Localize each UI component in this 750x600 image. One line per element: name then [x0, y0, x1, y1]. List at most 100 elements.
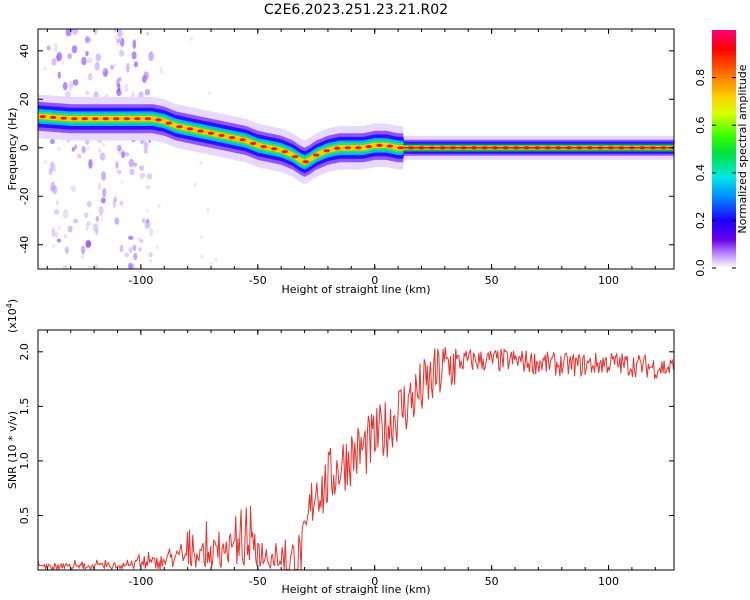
- spectrogram-noise-blob: [148, 51, 154, 62]
- colorbar-label: Normalized spectral amplitude: [736, 64, 749, 233]
- spectrogram-noise-blob: [116, 169, 122, 175]
- spectrogram-noise-blob: [149, 258, 153, 263]
- spectrogram-noise-blob: [100, 197, 106, 204]
- spectrogram-noise-blob: [98, 148, 102, 153]
- spectrogram-peak: [39, 115, 46, 119]
- spectrogram-peak: [239, 138, 246, 142]
- spectrogram-noise-blob: [121, 151, 126, 159]
- spectrogram-peak: [344, 146, 352, 150]
- spectrogram-peak: [49, 115, 57, 119]
- spectrogram-noise-blob: [86, 57, 93, 64]
- spectrogram-peak: [228, 136, 236, 140]
- spectrogram-x-label: Height of straight line (km): [281, 283, 430, 296]
- spectrogram-noise-blob: [67, 53, 72, 60]
- snr-x-tick-label: 100: [598, 575, 619, 588]
- spectrogram-noise-blob: [102, 187, 107, 198]
- spectrogram-peak: [60, 116, 67, 120]
- spectrogram-noise-blob: [200, 235, 204, 240]
- spectrogram-noise-blob: [102, 142, 106, 147]
- spectrogram-noise-blob: [85, 240, 92, 248]
- spectrogram-y-tick-label: -40: [18, 236, 31, 254]
- spectrogram-noise-blob: [139, 165, 145, 171]
- spectrogram-noise-blob: [53, 209, 60, 215]
- spectrogram-x-tick-label: -50: [249, 274, 267, 287]
- spectrogram-noise-blob: [87, 265, 92, 269]
- spectrogram-noise-blob: [148, 252, 153, 258]
- spectrogram-noise-blob: [95, 228, 99, 236]
- spectrogram-noise-blob: [117, 29, 123, 38]
- spectrogram-noise-blob: [76, 153, 82, 159]
- spectrogram-peak: [71, 117, 78, 121]
- spectrogram-noise-blob: [81, 255, 85, 260]
- spectrogram-noise-blob: [128, 246, 133, 254]
- spectrogram-noise-blob: [159, 66, 163, 71]
- spectrogram-noise-blob: [64, 246, 69, 255]
- spectrogram-peak: [292, 155, 299, 159]
- spectrogram-noise-blob: [62, 81, 68, 91]
- spectrogram-peak: [249, 141, 257, 146]
- spectrogram-peak: [176, 125, 183, 129]
- spectrogram-noise-blob: [114, 35, 118, 40]
- spectrogram-noise-blob: [95, 215, 99, 222]
- spectrogram-noise-blob: [141, 218, 146, 224]
- spectrogram-noise-blob: [68, 83, 73, 92]
- spectrogram-x-tick-label: 0: [371, 274, 378, 287]
- spectrogram-noise-blob: [143, 148, 148, 154]
- spectrogram-noise-blob: [84, 90, 90, 96]
- spectrogram-noise-blob: [119, 244, 124, 253]
- spectrogram-noise-blob: [52, 243, 56, 248]
- spectrogram-noise-blob: [200, 254, 204, 259]
- spectrogram-noise-blob: [50, 181, 56, 192]
- colorbar-tick-label: 0.6: [694, 116, 707, 134]
- spectrogram-noise-blob: [128, 262, 133, 269]
- spectrogram-peak: [397, 146, 404, 150]
- chart-title: C2E6.2023.251.23.21.R02: [264, 2, 448, 18]
- spectrogram-frame: [37, 28, 675, 270]
- spectrogram-noise-blob: [124, 252, 130, 258]
- colorbar-tick-label: 0.2: [694, 212, 707, 230]
- spectrogram-noise-blob: [70, 185, 77, 192]
- spectrogram-peak: [365, 144, 373, 149]
- spectrogram-noise-blob: [129, 168, 135, 176]
- spectrogram-noise-blob: [145, 31, 150, 36]
- spectrogram-noise-blob: [117, 83, 121, 93]
- spectrogram-noise-blob: [120, 88, 124, 93]
- spectrogram-noise-blob: [119, 49, 125, 57]
- snr-x-tick-label: 0: [371, 575, 378, 588]
- spectrogram-noise-blob: [62, 208, 69, 219]
- spectrogram-noise-blob: [88, 158, 93, 169]
- spectrogram-noise-blob: [138, 247, 142, 252]
- spectrogram-band-layer-3: [38, 109, 674, 170]
- spectrogram-noise-blob: [113, 29, 117, 33]
- spectrogram-y-tick-label: 0: [18, 144, 31, 151]
- snr-x-tick-label: -100: [128, 575, 153, 588]
- spectrogram-noise-blob: [103, 70, 108, 78]
- spectrogram-noise-blob: [51, 57, 57, 66]
- spectrogram-noise-blob: [146, 173, 153, 180]
- spectrogram-noise-blob: [199, 160, 203, 165]
- spectrogram-peak: [334, 146, 341, 150]
- spectrogram-x-tick-label: 50: [485, 274, 499, 287]
- snr-series-line: [38, 347, 674, 570]
- spectrogram-noise-blob: [43, 66, 47, 71]
- spectrogram-noise-blob: [57, 225, 61, 230]
- spectrogram-y-tick-label: 20: [18, 92, 31, 106]
- spectrogram-noise-blob: [124, 83, 129, 93]
- spectrogram-noise-blob: [84, 36, 90, 44]
- spectrogram-noise-blob: [118, 76, 122, 82]
- spectrogram-noise-blob: [56, 238, 62, 243]
- spectrogram-noise-blob: [133, 252, 138, 261]
- spectrogram-peak: [376, 143, 383, 147]
- spectrogram-noise-blob: [155, 245, 159, 250]
- snr-panel: -100 -50 0 50 100 0.5 1.0 1.5 2.0 Height of stra…: [5, 299, 675, 596]
- spectrogram-noise-blob: [145, 209, 149, 214]
- spectrogram-noise-blob: [148, 228, 154, 237]
- spectrogram-noise-blob: [55, 200, 59, 206]
- spectrogram-peak: [313, 153, 320, 157]
- spectrogram-noise-blob: [140, 139, 144, 144]
- spectrogram-noise-blob: [95, 53, 102, 62]
- spectrogram-peak: [81, 117, 88, 121]
- spectrogram-noise-blob: [86, 200, 92, 208]
- spectrogram-noise-blob: [137, 236, 141, 241]
